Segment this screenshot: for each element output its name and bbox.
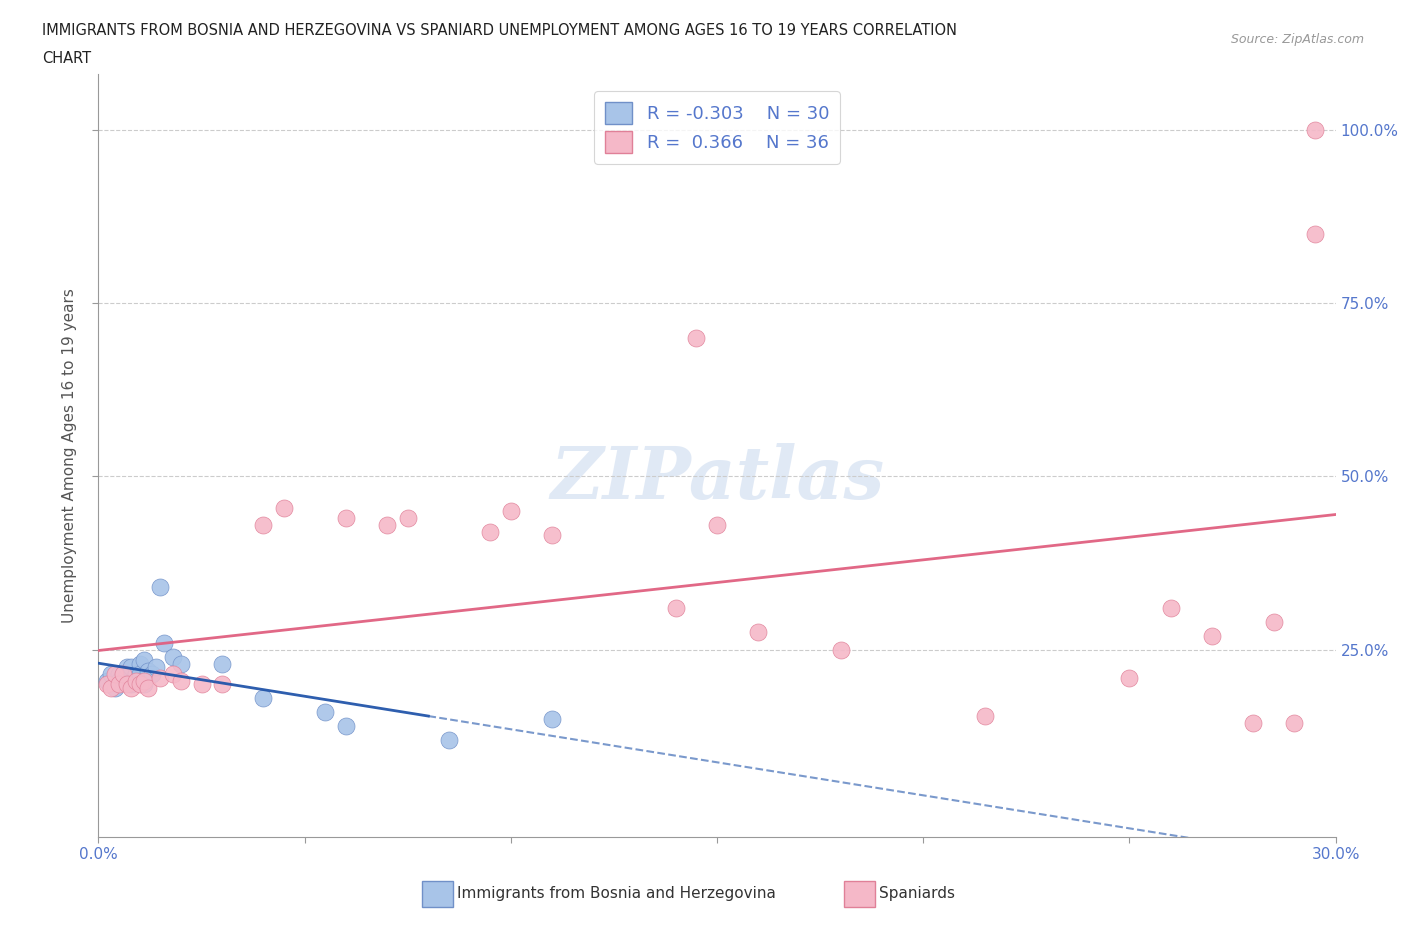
Y-axis label: Unemployment Among Ages 16 to 19 years: Unemployment Among Ages 16 to 19 years [62,288,77,623]
Point [335,511,357,525]
Point [162,667,184,682]
Text: IMMIGRANTS FROM BOSNIA AND HERZEGOVINA VS SPANIARD UNEMPLOYMENT AMONG AGES 16 TO: IMMIGRANTS FROM BOSNIA AND HERZEGOVINA V… [42,23,957,38]
Point [120,677,142,692]
Point [136,681,159,696]
Point [96,677,118,692]
Point [170,657,193,671]
Point [437,733,460,748]
Point [396,511,419,525]
Point [541,528,564,543]
Point [124,667,146,682]
Point [108,667,131,682]
Point [541,711,564,726]
Point [120,681,142,696]
Point [830,643,852,658]
Point [252,518,274,533]
Point [211,657,233,671]
Point [132,677,155,692]
Point [665,601,688,616]
Point [1303,226,1326,241]
Text: Immigrants from Bosnia and Herzegovina: Immigrants from Bosnia and Herzegovina [457,886,776,901]
Point [100,681,122,696]
Legend: R = -0.303    N = 30, R =  0.366    N = 36: R = -0.303 N = 30, R = 0.366 N = 36 [595,91,839,164]
Point [335,719,357,734]
Point [132,673,155,688]
Point [104,681,127,696]
Point [108,677,131,692]
Point [112,667,135,682]
Point [128,667,150,682]
Point [1303,123,1326,138]
Point [108,673,131,688]
Point [1284,715,1306,730]
Text: CHART: CHART [42,51,91,66]
Point [132,653,155,668]
Point [104,667,127,682]
Point [153,635,176,650]
Text: Spaniards: Spaniards [879,886,955,901]
Point [170,673,193,688]
Point [190,677,212,692]
Point [685,330,707,345]
Point [117,667,139,682]
Point [128,657,150,671]
Point [499,504,522,519]
Point [1263,615,1285,630]
Point [149,671,172,685]
Text: Source: ZipAtlas.com: Source: ZipAtlas.com [1230,33,1364,46]
Point [120,659,142,674]
Point [124,667,146,682]
Text: ZIPatlas: ZIPatlas [550,443,884,514]
Point [479,525,502,539]
Point [1241,715,1264,730]
Point [1118,671,1140,685]
Point [211,677,233,692]
Point [136,663,159,678]
Point [96,673,118,688]
Point [375,518,398,533]
Point [314,705,336,720]
Point [149,580,172,595]
Point [124,673,146,688]
Point [1201,629,1223,644]
Point [112,667,135,682]
Point [273,500,295,515]
Point [128,677,150,692]
Point [100,667,122,682]
Point [117,677,139,692]
Point [974,709,997,724]
Point [112,673,135,688]
Point [1160,601,1182,616]
Point [706,518,728,533]
Point [117,659,139,674]
Point [141,667,163,682]
Point [252,691,274,706]
Point [145,659,167,674]
Point [747,625,769,640]
Point [162,649,184,664]
